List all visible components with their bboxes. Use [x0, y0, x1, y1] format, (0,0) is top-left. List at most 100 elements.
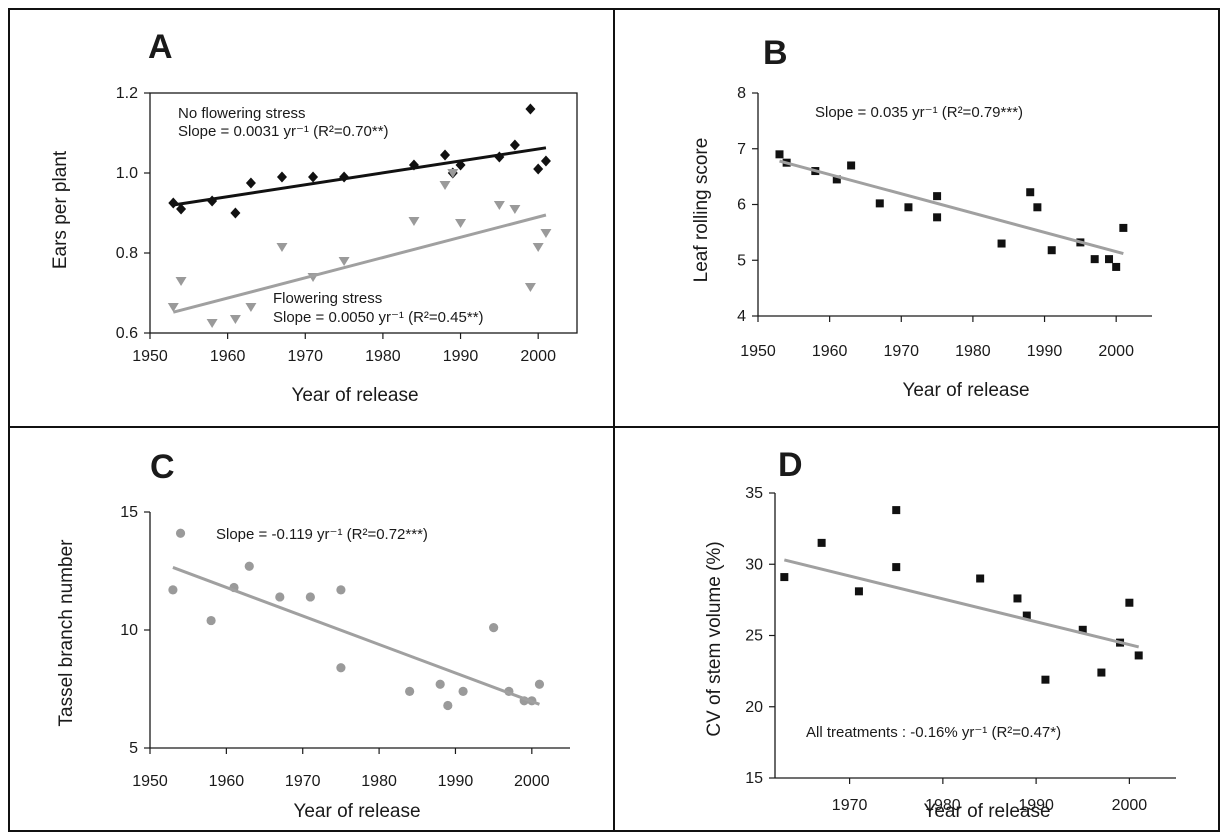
- annotation-text: Slope = -0.119 yr⁻¹ (R²=0.72***): [216, 526, 428, 543]
- x-tick-label: 1980: [955, 343, 991, 360]
- annotation-text: Slope = 0.0050 yr⁻¹ (R²=0.45**): [273, 309, 484, 326]
- data-point: [1125, 598, 1134, 607]
- data-point: [780, 573, 789, 582]
- x-tick-label: 1960: [210, 348, 246, 365]
- data-point: [229, 315, 241, 324]
- data-point: [206, 615, 216, 626]
- data-point: [1134, 651, 1143, 660]
- data-point: [455, 219, 467, 228]
- data-point: [443, 700, 453, 711]
- x-tick-label: 1950: [740, 343, 776, 360]
- data-point: [336, 585, 346, 595]
- x-tick-label: 1960: [209, 773, 245, 790]
- data-point: [245, 303, 257, 312]
- x-tick-label: 1970: [287, 348, 323, 365]
- series-1: Slope = 0.035 yr⁻¹ (R²=0.79***): [775, 104, 1128, 271]
- data-point: [1026, 188, 1035, 197]
- x-tick-label: 2000: [520, 348, 556, 365]
- y-tick-label: 35: [745, 485, 763, 502]
- plot-frame: [149, 92, 578, 334]
- data-point: [1119, 223, 1128, 232]
- data-point: [875, 199, 884, 208]
- data-point: [775, 150, 784, 159]
- data-point: [245, 177, 256, 189]
- data-point: [892, 506, 901, 515]
- data-point: [933, 192, 942, 201]
- data-point: [524, 283, 536, 292]
- data-point: [997, 239, 1006, 248]
- data-point: [817, 538, 826, 547]
- data-point: [1112, 262, 1121, 271]
- x-axis-title: Year of release: [293, 801, 420, 822]
- data-point: [435, 679, 445, 689]
- annotation-text: Flowering stress: [273, 290, 382, 307]
- x-tick-label: 1990: [1018, 797, 1054, 814]
- y-tick-label: 7: [737, 141, 746, 158]
- data-point: [1041, 675, 1050, 684]
- annotation-text: No flowering stress: [178, 105, 306, 122]
- panel-letter: C: [150, 448, 175, 486]
- data-point: [408, 217, 420, 226]
- data-point: [854, 587, 863, 596]
- y-axis-title: Leaf rolling score: [691, 138, 712, 283]
- panel-letter: B: [763, 34, 788, 72]
- panel-letter: D: [778, 446, 803, 484]
- data-point: [308, 171, 319, 183]
- y-tick-label: 1.2: [116, 85, 138, 102]
- x-tick-label: 1990: [443, 348, 479, 365]
- annotation-text: Slope = 0.0031 yr⁻¹ (R²=0.70**): [178, 123, 389, 140]
- data-point: [892, 563, 901, 572]
- data-point: [244, 561, 254, 571]
- data-point: [206, 319, 218, 328]
- data-point: [230, 207, 241, 219]
- data-point: [458, 686, 468, 696]
- data-point: [1105, 255, 1114, 264]
- data-point: [493, 201, 505, 210]
- data-point: [1013, 594, 1022, 603]
- data-point: [847, 161, 856, 170]
- data-point: [275, 592, 285, 602]
- x-tick-label: 1980: [365, 348, 401, 365]
- data-point: [439, 181, 451, 190]
- trend-line: [172, 213, 547, 314]
- trend-line: [783, 558, 1140, 649]
- x-tick-label: 1950: [132, 348, 168, 365]
- series-1: All treatments : -0.16% yr⁻¹ (R²=0.47*): [780, 506, 1143, 741]
- y-tick-label: 6: [737, 197, 746, 214]
- data-point: [532, 243, 544, 252]
- data-point: [305, 592, 315, 602]
- y-tick-label: 0.6: [116, 325, 138, 342]
- data-point: [904, 203, 913, 212]
- x-tick-label: 1990: [1027, 343, 1063, 360]
- y-axis-title: Tassel branch number: [56, 539, 77, 727]
- y-axis-title: CV of stem volume (%): [704, 541, 725, 736]
- x-tick-label: 2000: [1098, 343, 1134, 360]
- annotation-text: All treatments : -0.16% yr⁻¹ (R²=0.47*): [806, 724, 1061, 741]
- data-point: [933, 213, 942, 222]
- panel-b-chart: B 1950 1960 1970 1980 1990 2000 4 5 6 7 8 Year of re…: [691, 34, 1152, 401]
- data-point: [1097, 668, 1106, 677]
- data-point: [405, 686, 415, 696]
- data-point: [176, 203, 187, 215]
- data-point: [1090, 255, 1099, 264]
- x-tick-label: 1960: [812, 343, 848, 360]
- y-tick-label: 0.8: [116, 245, 138, 262]
- trend-line: [173, 146, 547, 207]
- panel-c-chart: C 1950 1960 1970 1980 1990 2000 5 10 15 Year of re…: [56, 448, 570, 822]
- data-point: [1078, 625, 1087, 634]
- trend-line: [779, 159, 1124, 256]
- y-tick-label: 4: [737, 308, 746, 325]
- trend-line: [172, 566, 540, 706]
- data-point: [509, 139, 520, 151]
- data-point: [509, 205, 521, 214]
- data-point: [525, 103, 536, 115]
- series-2: Flowering stress Slope = 0.0050 yr⁻¹ (R²=…: [167, 169, 552, 328]
- panel-a-chart: A 1950 1960 1970 1980 1990 2000 0.6 0.8 1.0 1.2 Yea…: [50, 28, 578, 406]
- x-tick-label: 1970: [285, 773, 321, 790]
- y-tick-label: 25: [745, 628, 763, 645]
- data-point: [175, 528, 186, 538]
- data-point: [489, 623, 499, 633]
- data-point: [336, 663, 346, 673]
